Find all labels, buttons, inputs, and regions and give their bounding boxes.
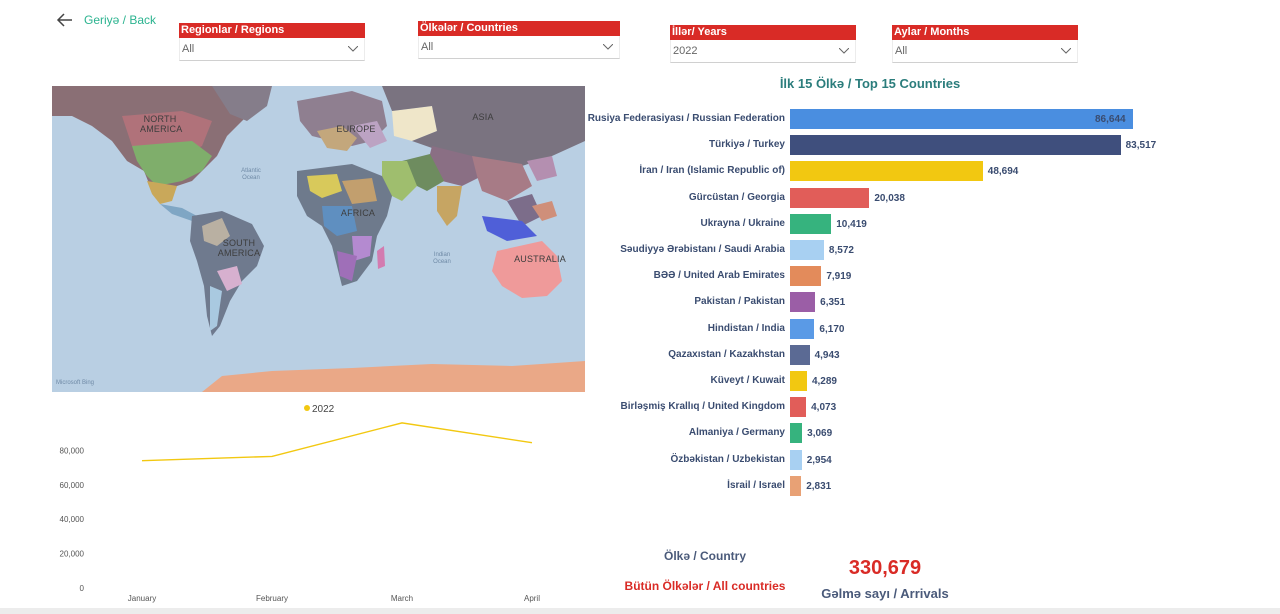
bar-value-label: 48,694	[987, 166, 1019, 178]
world-map-shapes	[52, 86, 585, 392]
y-tick-label: 0	[80, 584, 85, 593]
bar-category-label: Pakistan / Pakistan	[694, 296, 785, 308]
bar-category-label: Türkiyə / Turkey	[709, 139, 785, 151]
bar-category-label: Rusiya Federasiyası / Russian Federation	[587, 113, 785, 124]
countries-value: All	[421, 41, 434, 53]
x-tick-label: January	[128, 594, 156, 603]
regions-dropdown[interactable]: All	[179, 38, 365, 61]
bar-chart-title: İlk 15 Ölkə / Top 15 Countries	[779, 76, 961, 91]
y-tick-label: 60,000	[60, 481, 85, 490]
bar[interactable]	[790, 213, 832, 234]
countries-dropdown[interactable]: All	[418, 36, 620, 59]
bar-value-label: 6,170	[819, 323, 845, 335]
months-filter-title: Aylar / Months	[892, 25, 1078, 40]
back-label: Geriyə / Back	[84, 13, 157, 27]
bar-value-label: 4,289	[811, 376, 837, 387]
bar[interactable]	[790, 161, 983, 182]
regions-filter-title: Regionlar / Regions	[179, 23, 365, 38]
bar-category-label: Birləşmiş Krallıq / United Kingdom	[620, 401, 785, 413]
bar-value-label: 20,038	[874, 192, 905, 204]
months-value: All	[895, 45, 908, 57]
bar[interactable]	[790, 371, 807, 391]
line-chart: 2022 0 20,000 40,000 60,000 80,000 January Fe…	[60, 404, 541, 603]
years-value: 2022	[673, 45, 698, 57]
bar[interactable]	[790, 449, 802, 470]
bar-value-label: 2,831	[806, 480, 832, 492]
chevron-down-icon	[603, 44, 613, 50]
y-tick-label: 40,000	[60, 515, 85, 524]
series-line-2022	[141, 422, 533, 462]
bar[interactable]	[790, 292, 816, 313]
map-label-atlantic: Atlantic Ocean	[241, 168, 261, 181]
bar[interactable]	[790, 109, 1133, 129]
countries-filter: Ölkələr / Countries All	[418, 21, 620, 59]
bar-value-label: 4,943	[814, 349, 840, 361]
map-label-australia: AUSTRALIA	[514, 254, 566, 264]
bar[interactable]	[790, 318, 815, 339]
bar-category-label: Küveyt / Kuwait	[710, 375, 785, 386]
bar[interactable]	[790, 240, 824, 260]
bar-value-label: 8,572	[828, 245, 854, 256]
bar[interactable]	[790, 187, 870, 208]
y-tick-label: 80,000	[60, 446, 85, 455]
bar-category-label: Qazaxıstan / Kazakhstan	[668, 348, 785, 360]
bar-category-label: Özbəkistan / Uzbekistan	[670, 453, 785, 465]
bar-value-label: 4,073	[811, 402, 837, 414]
chevron-down-icon	[348, 46, 358, 52]
map-label-asia: ASIA	[472, 112, 494, 122]
bar-value-label: 7,919	[826, 271, 852, 283]
map-attribution: Microsoft Bing	[56, 380, 95, 386]
bar-value-label: 10,419	[836, 218, 867, 230]
y-tick-label: 20,000	[60, 550, 85, 559]
x-tick-label: April	[524, 594, 540, 603]
months-dropdown[interactable]: All	[892, 40, 1078, 63]
country-card-value: Bütün Ölkələr / All countries	[624, 579, 786, 593]
months-filter: Aylar / Months All	[892, 25, 1078, 63]
arrow-left-icon	[56, 13, 72, 27]
countries-filter-title: Ölkələr / Countries	[418, 21, 620, 36]
legend-label: 2022	[312, 404, 335, 415]
bar-category-label: İsrail / Israel	[727, 479, 785, 491]
bar-category-label: Gürcüstan / Georgia	[688, 191, 785, 203]
bar-category-label: Ukrayna / Ukraine	[700, 217, 786, 229]
country-card-label: Ölkə / Country	[663, 549, 746, 563]
map-label-north-america: NORTH AMERICA	[140, 114, 183, 134]
chevron-down-icon	[839, 48, 849, 54]
bar-value-label: 86,644	[1095, 114, 1126, 125]
bottom-scrollbar[interactable]	[0, 608, 1280, 614]
bar[interactable]	[790, 423, 803, 444]
map-label-south-america: SOUTH AMERICA	[217, 238, 261, 258]
years-dropdown[interactable]: 2022	[670, 40, 856, 63]
arrivals-value: 330,679	[848, 557, 922, 579]
bar-value-label: 83,517	[1125, 140, 1157, 152]
regions-value: All	[182, 43, 195, 55]
bar[interactable]	[790, 475, 802, 496]
bar-category-label: Almaniya / Germany	[688, 427, 785, 439]
bar-value-label: 3,069	[807, 428, 833, 440]
bar[interactable]	[790, 266, 822, 287]
years-filter-title: İllər/ Years	[670, 25, 856, 40]
map-label-indian: Indian Ocean	[433, 252, 451, 265]
map-label-africa: AFRICA	[340, 208, 376, 218]
bar-category-label: Səudiyyə Ərəbistanı / Saudi Arabia	[620, 244, 785, 255]
x-tick-label: February	[256, 594, 288, 603]
bar-value-label: 2,954	[806, 454, 832, 466]
chevron-down-icon	[1061, 48, 1071, 54]
legend-marker	[304, 405, 310, 411]
world-map[interactable]: NORTH AMERICA SOUTH AMERICA EUROPE ASIA AF…	[52, 86, 585, 392]
bar-category-label: BƏƏ / United Arab Emirates	[653, 270, 785, 282]
map-label-europe: EUROPE	[336, 124, 376, 134]
years-filter: İllər/ Years 2022	[670, 25, 856, 63]
bar-category-label: Hindistan / India	[707, 322, 785, 334]
back-button[interactable]: Geriyə / Back	[56, 10, 156, 30]
x-tick-label: March	[391, 594, 413, 603]
bar[interactable]	[790, 135, 1121, 156]
bar[interactable]	[790, 397, 807, 418]
bar-value-label: 6,351	[820, 297, 846, 309]
arrivals-label: Gəlmə sayı / Arrivals	[821, 586, 949, 601]
bar[interactable]	[790, 344, 810, 365]
regions-filter: Regionlar / Regions All	[179, 23, 365, 61]
bar-category-label: İran / Iran (Islamic Republic of)	[639, 165, 785, 177]
